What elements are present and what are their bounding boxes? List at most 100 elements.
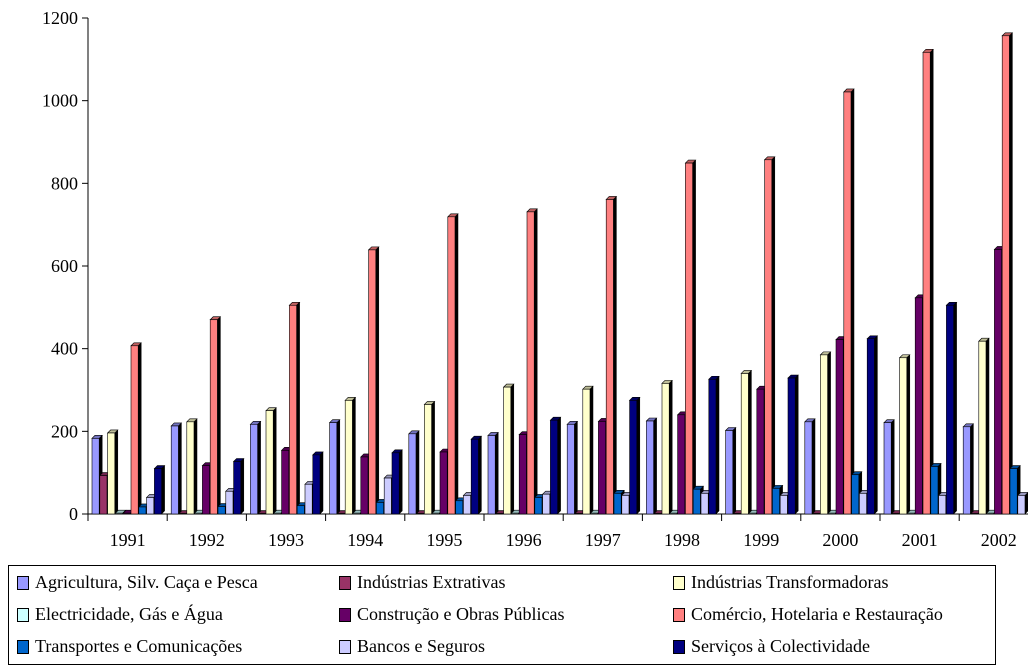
x-tick-label: 2002: [981, 530, 1017, 550]
bar-front: [574, 513, 583, 515]
bar-front: [225, 490, 234, 515]
x-tick-label: 1994: [347, 530, 383, 550]
bar-side: [398, 449, 403, 515]
bar-front: [843, 91, 852, 515]
bar-front: [202, 465, 210, 515]
bar-side: [431, 400, 435, 515]
legend-label: Indústrias Transformadoras: [691, 572, 889, 592]
bar-side: [732, 426, 737, 515]
bar-front: [217, 506, 226, 515]
bar-front: [138, 506, 147, 515]
bar-side: [613, 195, 617, 515]
bar-front: [787, 377, 796, 515]
bar: [843, 88, 855, 515]
bar-front: [700, 493, 709, 515]
bar-front: [107, 432, 116, 515]
bar-side: [1009, 32, 1013, 515]
legend-item: Comércio, Hotelaria e Restauração: [673, 604, 943, 625]
legend-item: Construção e Obras Públicas: [339, 604, 564, 625]
y-tick-label: 400: [51, 339, 78, 359]
bar: [763, 156, 776, 515]
bar-front: [598, 421, 606, 515]
bar-side: [137, 342, 142, 515]
bar-front: [590, 512, 599, 515]
legend-item: Agricultura, Silv. Caça e Pesca: [17, 572, 258, 593]
bar: [249, 420, 262, 515]
bar-front: [337, 513, 345, 515]
bar: [502, 383, 515, 515]
bar: [605, 195, 618, 515]
bar: [408, 430, 420, 515]
bar-side: [494, 431, 499, 515]
bar: [130, 342, 142, 515]
bar-front: [1001, 35, 1010, 515]
bar-side: [178, 422, 182, 515]
bar-front: [646, 420, 654, 515]
bar-side: [953, 301, 957, 515]
bar: [391, 449, 403, 515]
x-tick-label: 1997: [585, 530, 621, 550]
bar-front: [692, 488, 701, 515]
bar-front: [281, 450, 290, 515]
bar-side: [929, 48, 934, 515]
bar-front: [304, 483, 313, 515]
bar-front: [534, 497, 543, 515]
bar: [487, 431, 499, 515]
tick-labels: 0 200 400 600 800 1000 1200 1991 1992 1993 1994 199…: [42, 8, 1017, 550]
bar: [265, 407, 277, 515]
bar-front: [748, 512, 757, 515]
bar-side: [533, 208, 538, 515]
legend: Agricultura, Silv. Caça e Pesca Indústria…: [8, 565, 996, 665]
bar-front: [463, 495, 471, 515]
x-tick-label: 1995: [426, 530, 462, 550]
bar: [628, 396, 641, 515]
bar-front: [99, 475, 108, 515]
legend-label: Construção e Obras Públicas: [357, 604, 565, 624]
bar-front: [804, 421, 813, 515]
bar-front: [431, 512, 440, 515]
bar-front: [764, 159, 773, 515]
bar-front: [233, 461, 242, 515]
legend-item: Bancos e Seguros: [339, 636, 485, 657]
bar-front: [1017, 495, 1026, 515]
bar: [288, 301, 301, 515]
bar-side: [319, 451, 324, 515]
bar-side: [794, 374, 799, 515]
bar: [549, 416, 562, 515]
legend-swatch: [339, 639, 351, 654]
bar: [328, 419, 341, 515]
bar-front: [376, 502, 384, 515]
bar-front: [511, 512, 519, 515]
bar-side: [193, 418, 198, 515]
legend-item: Serviços à Colectividade: [673, 636, 870, 657]
bar: [978, 337, 990, 515]
x-tick-label: 1992: [189, 530, 225, 550]
bar-front: [526, 211, 535, 515]
bar-front: [866, 338, 875, 515]
bars: [91, 32, 1028, 515]
bar-side: [574, 420, 578, 515]
bar: [170, 422, 183, 515]
bar-front: [424, 404, 432, 515]
bar-front: [487, 435, 496, 515]
bar: [898, 354, 911, 515]
bar-front: [661, 383, 670, 515]
bar-front: [1009, 468, 1018, 515]
x-tick-label: 1991: [110, 530, 146, 550]
bar-side: [771, 156, 776, 515]
bar-side: [692, 159, 696, 515]
bar-front: [289, 304, 297, 515]
legend-item: Indústrias Extrativas: [339, 572, 505, 593]
bar-side: [668, 379, 673, 515]
bar: [312, 451, 324, 515]
bar-front: [542, 493, 551, 515]
bar: [367, 246, 380, 515]
y-tick-label: 0: [69, 504, 78, 524]
bar-front: [986, 512, 995, 515]
legend-item: Transportes e Comunicações: [17, 636, 242, 657]
bar-front: [265, 410, 274, 515]
legend-label: Comércio, Hotelaria e Restauração: [691, 604, 943, 624]
bar-front: [344, 400, 353, 515]
bar-side: [217, 316, 221, 515]
bar-front: [891, 513, 900, 515]
